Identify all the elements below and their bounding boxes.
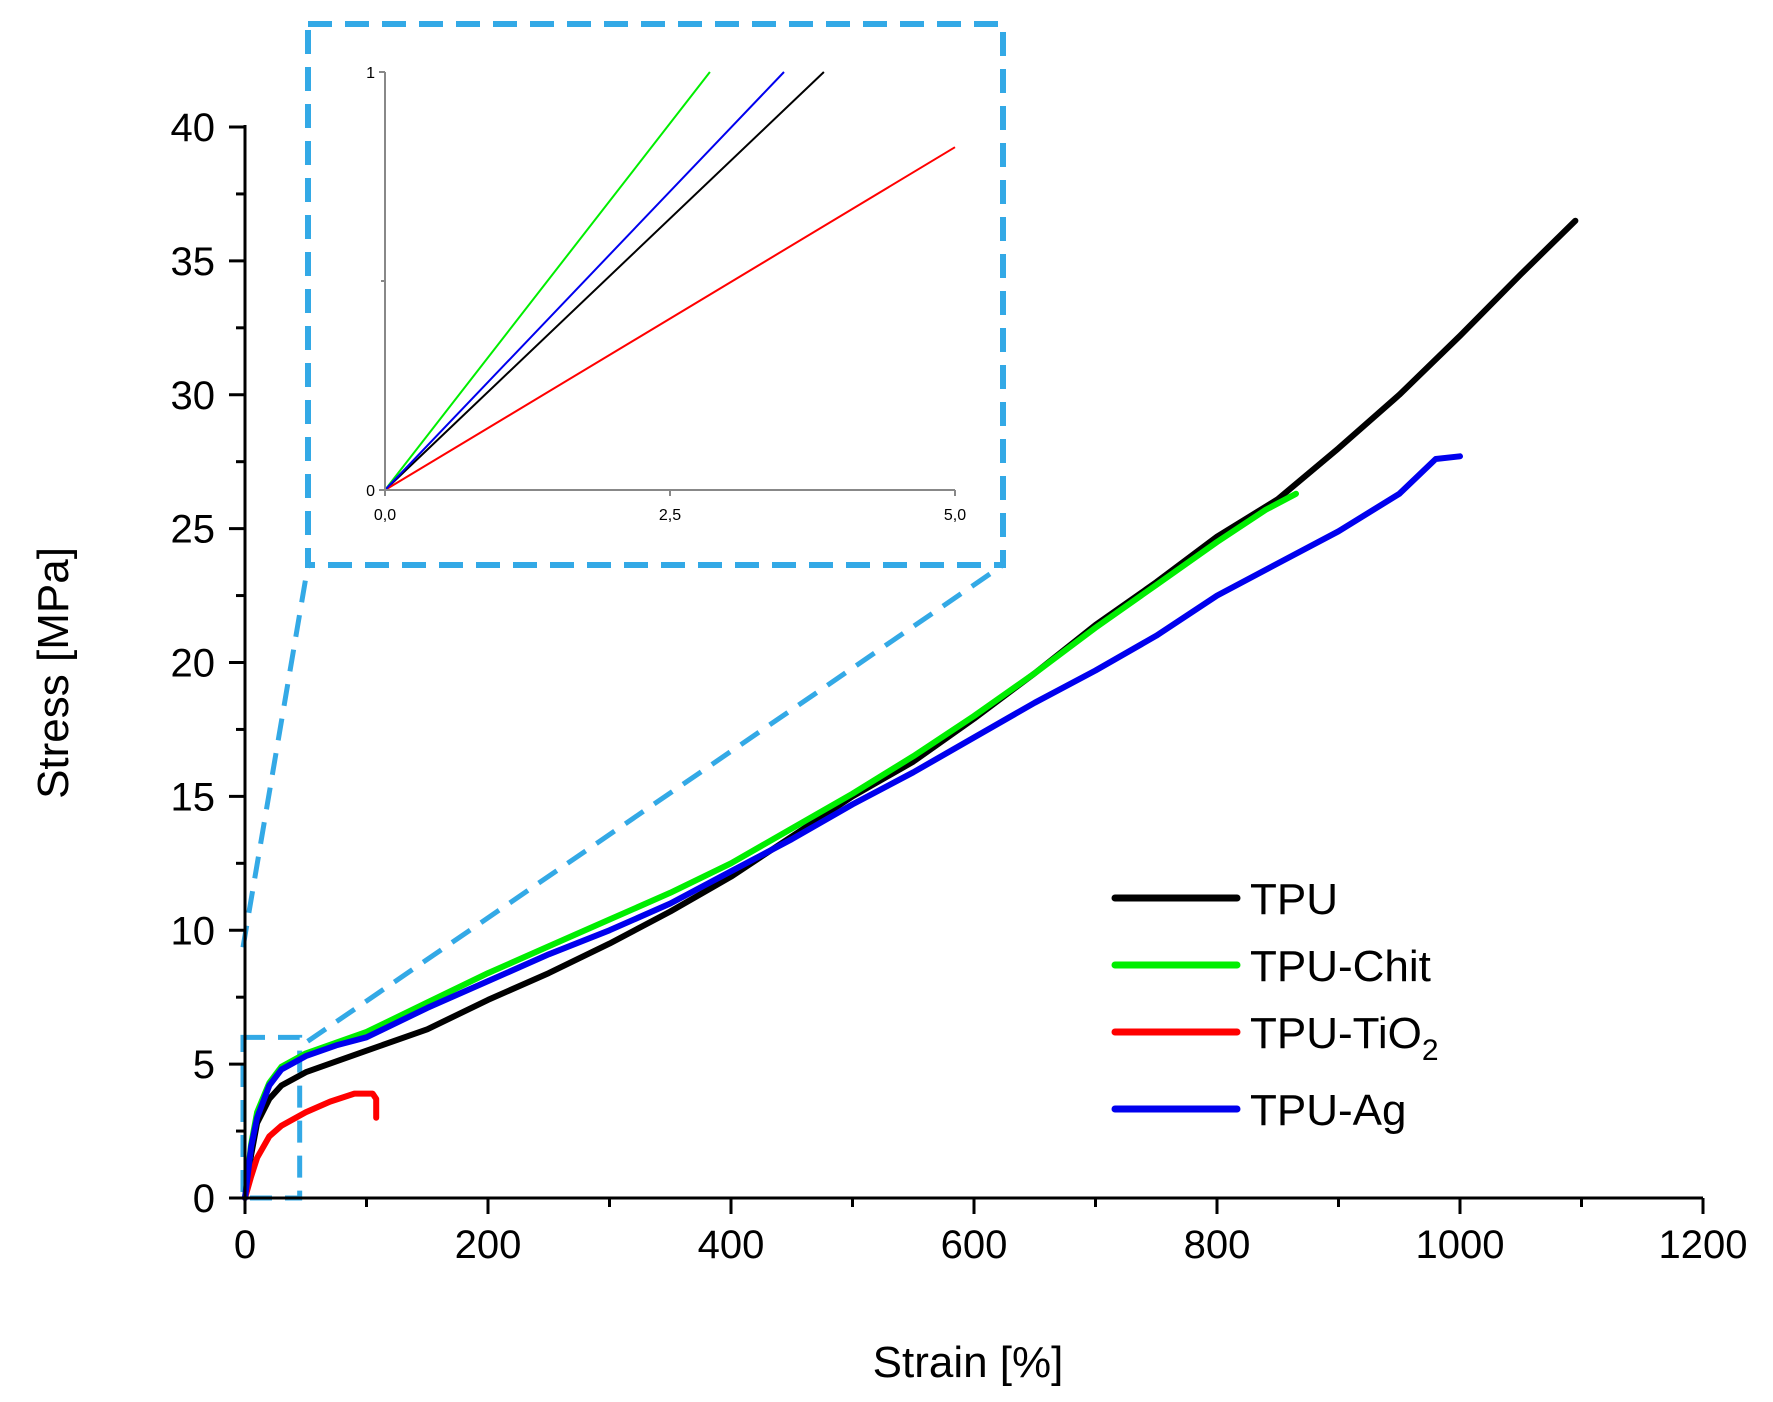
zoom-indicator — [240, 21, 1006, 1201]
y-tick-label: 35 — [171, 240, 216, 284]
legend-label-tpu-chit: TPU-Chit — [1250, 942, 1431, 991]
legend-label-subscript: 2 — [1422, 1034, 1439, 1067]
y-tick-label: 15 — [171, 775, 216, 819]
inset-plot: 0,0 2,5 5,0 0 1 — [366, 65, 966, 524]
y-tick-label: 10 — [171, 909, 216, 953]
plot-series — [242, 217, 1579, 1201]
inset-y-tick-label: 1 — [366, 65, 375, 82]
legend-label-tpu-ag: TPU-Ag — [1250, 1086, 1406, 1135]
y-tick-label: 25 — [171, 508, 216, 552]
y-tick-label: 40 — [171, 106, 216, 150]
inset-series-line-tpu-ag — [384, 71, 785, 491]
y-tick-label: 5 — [193, 1043, 215, 1087]
x-axis-title: Strain [%] — [873, 1338, 1064, 1387]
inset-frame — [305, 21, 1006, 568]
zoom-connector-right — [306, 562, 1005, 1044]
inset-x-tick-label: 5,0 — [944, 507, 966, 524]
y-tick-label: 30 — [171, 374, 216, 418]
legend-label-tpu-tio2: TPU-TiO2 — [1250, 1009, 1439, 1067]
y-axis-title: Stress [MPa] — [29, 547, 78, 799]
x-tick-label: 400 — [698, 1223, 765, 1267]
legend: TPU TPU-Chit TPU-TiO2 TPU-Ag — [1111, 875, 1439, 1135]
inset-x-tick-label: 0,0 — [374, 507, 396, 524]
x-tick-label: 200 — [455, 1223, 522, 1267]
x-tick-label: 1200 — [1659, 1223, 1748, 1267]
x-tick-label: 600 — [941, 1223, 1008, 1267]
series-line-tpu-tio2 — [242, 1090, 380, 1201]
y-tick-label: 0 — [193, 1177, 215, 1221]
y-tick-label: 20 — [171, 642, 216, 686]
legend-label-tpu: TPU — [1250, 875, 1338, 924]
x-tick-label: 1000 — [1416, 1223, 1505, 1267]
series-line-tpu-ag — [242, 453, 1463, 1201]
inset-y-tick-label: 0 — [366, 483, 375, 500]
inset-series-line-tpu-tio2 — [384, 146, 956, 491]
x-tick-label: 0 — [234, 1223, 256, 1267]
zoom-connector-left — [240, 564, 311, 948]
x-tick-label: 800 — [1184, 1223, 1251, 1267]
inset-x-tick-label: 2,5 — [659, 507, 681, 524]
inset-series-line-tpu — [384, 71, 825, 491]
series-line-tpu-chit — [242, 490, 1299, 1201]
inset-series-line-tpu-chit — [384, 71, 711, 491]
